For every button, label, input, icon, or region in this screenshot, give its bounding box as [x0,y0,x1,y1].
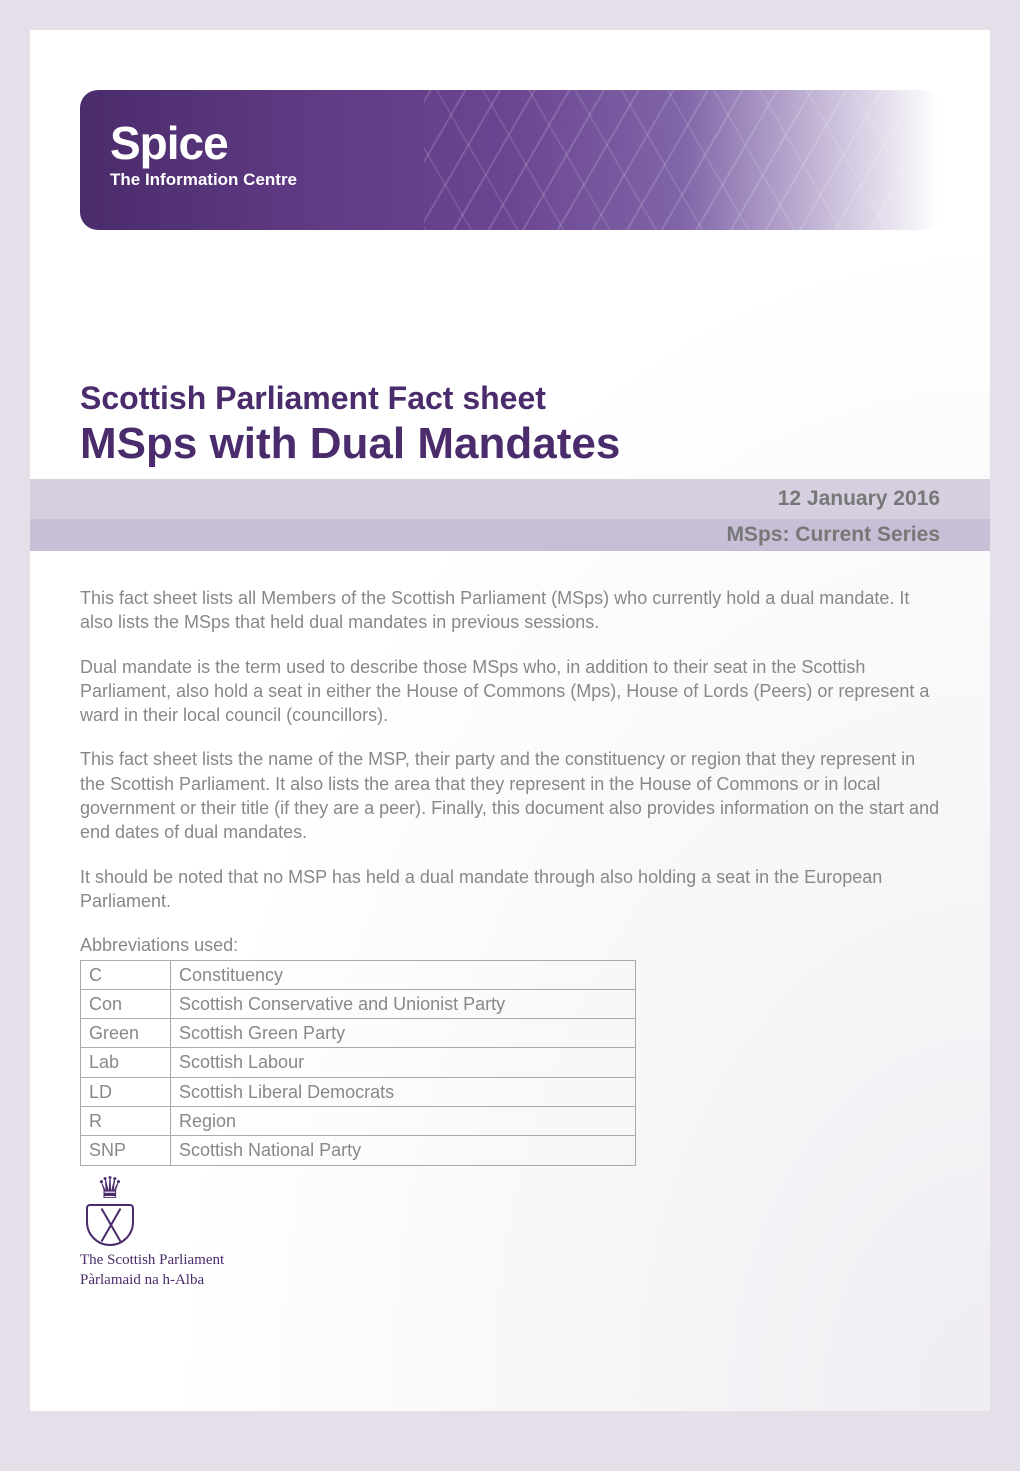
crest-icon: ♛ [80,1174,140,1244]
date-row: 12 January 2016 [30,479,990,519]
spice-banner: Spice The Information Centre [80,90,940,230]
abbrev-code: R [81,1107,171,1136]
abbrev-label: Abbreviations used: [80,933,940,957]
table-row: Con Scottish Conservative and Unionist P… [81,989,636,1018]
crown-icon: ♛ [80,1174,140,1204]
document-subtitle: Scottish Parliament Fact sheet [80,380,940,417]
banner-text: Spice The Information Centre [110,120,297,190]
content-area: Scottish Parliament Fact sheet MSps with… [30,380,990,1290]
abbrev-meaning: Scottish Labour [171,1048,636,1077]
table-row: LD Scottish Liberal Democrats [81,1077,636,1106]
paragraph: This fact sheet lists all Members of the… [80,586,940,635]
abbrev-meaning: Constituency [171,960,636,989]
table-row: C Constituency [81,960,636,989]
logo-text-english: The Scottish Parliament [80,1250,940,1270]
shield-icon [86,1204,134,1246]
abbrev-meaning: Scottish Liberal Democrats [171,1077,636,1106]
brand-name: Spice [110,120,297,166]
publication-date: 12 January 2016 [80,479,940,519]
paragraph: It should be noted that no MSP has held … [80,865,940,914]
abbrev-meaning: Scottish Green Party [171,1019,636,1048]
parliament-logo: ♛ The Scottish Parliament Pàrlamaid na h… [80,1174,940,1291]
table-row: R Region [81,1107,636,1136]
abbrev-meaning: Region [171,1107,636,1136]
document-page: Spice The Information Centre Scottish Pa… [30,30,990,1411]
table-row: SNP Scottish National Party [81,1136,636,1165]
table-row: Lab Scottish Labour [81,1048,636,1077]
abbreviations-table: C Constituency Con Scottish Conservative… [80,960,636,1166]
paragraph: This fact sheet lists the name of the MS… [80,747,940,844]
series-row: MSps: Current Series [30,519,990,551]
abbrev-meaning: Scottish Conservative and Unionist Party [171,989,636,1018]
abbrev-code: Green [81,1019,171,1048]
body-text: This fact sheet lists all Members of the… [80,586,940,1290]
document-title: MSps with Dual Mandates [80,419,940,469]
table-row: Green Scottish Green Party [81,1019,636,1048]
abbrev-code: SNP [81,1136,171,1165]
brand-tagline: The Information Centre [110,170,297,190]
paragraph: Dual mandate is the term used to describ… [80,655,940,728]
abbrev-meaning: Scottish National Party [171,1136,636,1165]
abbrev-code: Con [81,989,171,1018]
logo-text-gaelic: Pàrlamaid na h-Alba [80,1270,940,1290]
abbrev-code: Lab [81,1048,171,1077]
abbrev-code: LD [81,1077,171,1106]
abbrev-code: C [81,960,171,989]
series-label: MSps: Current Series [80,519,940,551]
